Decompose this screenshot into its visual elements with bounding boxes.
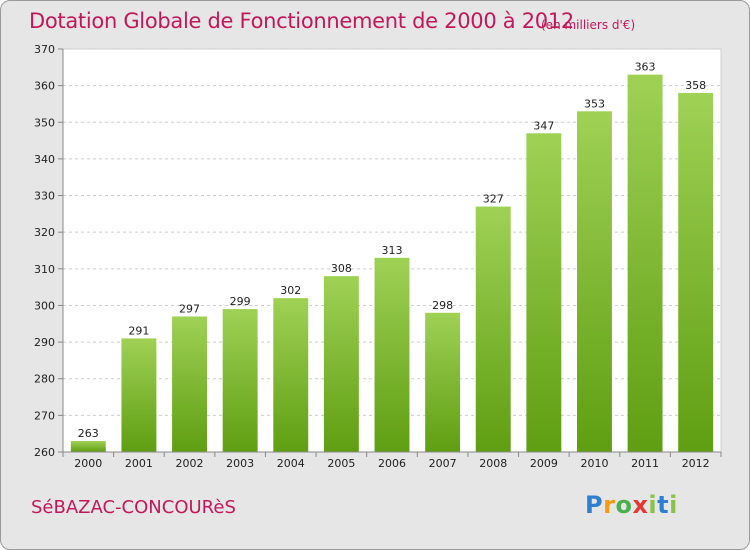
bar-2002 xyxy=(172,316,208,452)
y-tick-label: 350 xyxy=(34,116,55,129)
logo-letter: x xyxy=(632,491,649,519)
commune-name: SéBAZAC-CONCOURèS xyxy=(31,497,236,518)
x-tick-label-2001: 2001 xyxy=(125,457,153,470)
logo-letter: P xyxy=(585,491,604,519)
bar-2000 xyxy=(70,441,106,452)
value-label-2009: 347 xyxy=(533,119,554,132)
y-tick-label: 370 xyxy=(34,43,55,56)
y-tick-label: 290 xyxy=(34,336,55,349)
chart-subtitle: (en milliers d'€) xyxy=(541,18,636,32)
bar-2003 xyxy=(222,309,258,452)
x-tick-label-2005: 2005 xyxy=(327,457,355,470)
bar-2008 xyxy=(475,206,511,452)
value-label-2000: 263 xyxy=(78,427,99,440)
x-tick-label-2008: 2008 xyxy=(479,457,507,470)
bar-2004 xyxy=(273,298,309,452)
logo-letter: t xyxy=(657,491,670,519)
proxiti-logo: Proxiti xyxy=(585,491,678,519)
value-label-2001: 291 xyxy=(128,324,149,337)
x-tick-label-2012: 2012 xyxy=(682,457,710,470)
x-tick-label-2010: 2010 xyxy=(580,457,608,470)
bars: 263 291 297 299 302 308 313 298 327 347 353 363 358 xyxy=(70,61,714,453)
value-label-2010: 353 xyxy=(584,97,605,110)
y-tick-label: 300 xyxy=(34,299,55,312)
y-tick-label: 280 xyxy=(34,373,55,386)
value-label-2012: 358 xyxy=(685,79,706,92)
y-tick-label: 320 xyxy=(34,226,55,239)
chart-title: Dotation Globale de Fonctionnement de 20… xyxy=(29,9,574,33)
y-tick-label: 360 xyxy=(34,80,55,93)
bar-2011 xyxy=(627,74,663,453)
x-tick-label-2000: 2000 xyxy=(74,457,102,470)
bar-2005 xyxy=(323,276,359,452)
y-tick-label: 310 xyxy=(34,263,55,276)
y-tick-label: 260 xyxy=(34,446,55,459)
value-label-2008: 327 xyxy=(483,193,504,206)
logo-letter: o xyxy=(615,491,633,519)
logo-letter: r xyxy=(603,491,616,519)
value-label-2007: 298 xyxy=(432,299,453,312)
x-tick-label-2011: 2011 xyxy=(631,457,659,470)
bar-2009 xyxy=(526,133,562,452)
y-tick-label: 340 xyxy=(34,153,55,166)
x-tick-label-2002: 2002 xyxy=(176,457,204,470)
bar-2007 xyxy=(425,312,461,452)
bar-2012 xyxy=(678,92,714,453)
x-axis: 2000 2001 2002 2003 2004 2005 2006 2007 2008 2009… xyxy=(62,451,722,470)
bar-2006 xyxy=(374,257,410,452)
value-label-2006: 313 xyxy=(382,244,403,257)
x-tick-label-2006: 2006 xyxy=(378,457,406,470)
x-tick-label-2003: 2003 xyxy=(226,457,254,470)
value-label-2002: 297 xyxy=(179,302,200,315)
value-label-2003: 299 xyxy=(230,295,251,308)
value-label-2004: 302 xyxy=(280,284,301,297)
y-tick-label: 270 xyxy=(34,409,55,422)
bar-2010 xyxy=(576,111,612,453)
logo-letter: i xyxy=(648,491,658,519)
y-tick-label: 330 xyxy=(34,190,55,203)
x-tick-label-2007: 2007 xyxy=(429,457,457,470)
bar-2001 xyxy=(121,338,157,452)
y-axis: 260 270 280 290 300 310 320 330 340 350 360 370 xyxy=(34,43,64,459)
x-tick-label-2009: 2009 xyxy=(530,457,558,470)
x-tick-label-2004: 2004 xyxy=(277,457,305,470)
value-label-2011: 363 xyxy=(635,61,656,74)
logo-letter: i xyxy=(669,491,678,519)
value-label-2005: 308 xyxy=(331,262,352,275)
